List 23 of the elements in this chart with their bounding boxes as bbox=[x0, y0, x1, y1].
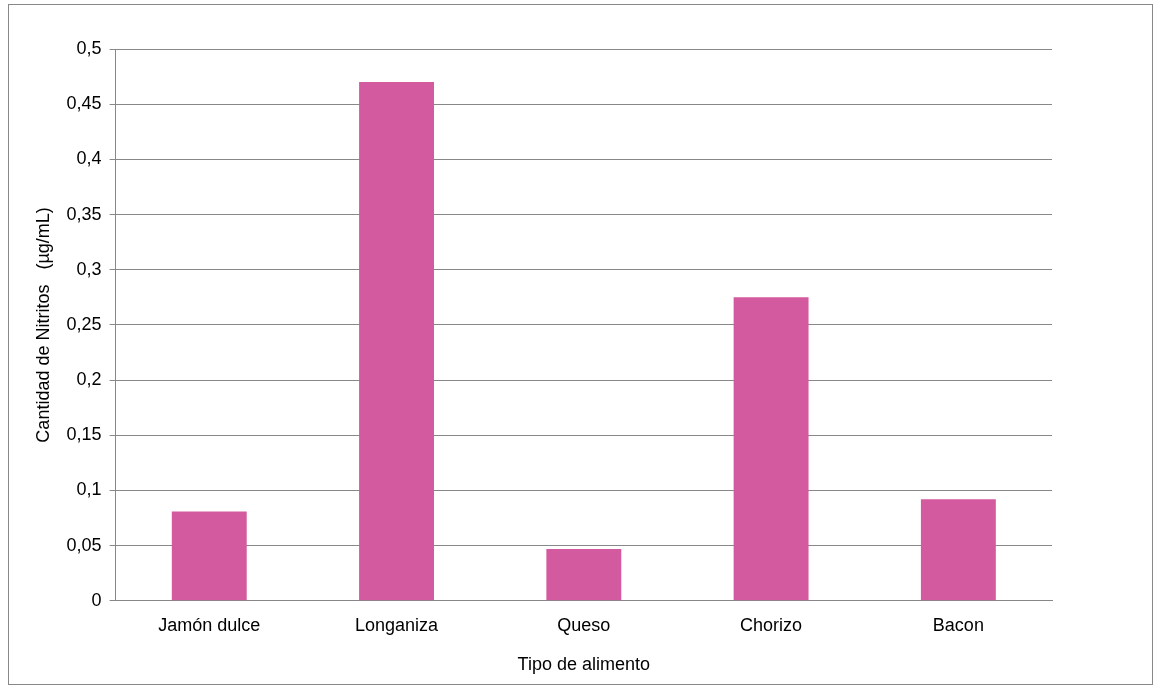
x-tick-label: Jamón dulce bbox=[158, 614, 261, 635]
y-tick-label: 0,25 bbox=[66, 313, 102, 334]
x-tick-label: Bacon bbox=[932, 614, 984, 635]
y-axis-title: Cantidad de Nitritos (µg/mL) bbox=[32, 207, 53, 443]
x-tick-label: Chorizo bbox=[740, 614, 803, 635]
y-tick-label: 0,3 bbox=[76, 258, 102, 279]
y-tick-label: 0,15 bbox=[66, 424, 102, 445]
y-tick-label: 0,05 bbox=[66, 534, 102, 555]
y-tick-label: 0,35 bbox=[66, 203, 102, 224]
bar bbox=[920, 499, 996, 601]
x-axis-title: Tipo de alimento bbox=[517, 654, 651, 675]
bar bbox=[171, 511, 247, 601]
y-tick-label: 0,5 bbox=[76, 37, 102, 58]
y-tick-label: 0,1 bbox=[76, 479, 102, 500]
bar bbox=[359, 82, 434, 601]
y-tick-label: 0 bbox=[91, 589, 102, 610]
x-tick-label: Longaniza bbox=[355, 614, 440, 635]
y-tick-label: 0,2 bbox=[76, 369, 102, 390]
bar bbox=[733, 297, 809, 601]
x-tick-label: Queso bbox=[557, 614, 611, 635]
bar bbox=[546, 548, 622, 601]
y-tick-label: 0,4 bbox=[76, 148, 102, 169]
y-tick-label: 0,45 bbox=[66, 93, 102, 114]
